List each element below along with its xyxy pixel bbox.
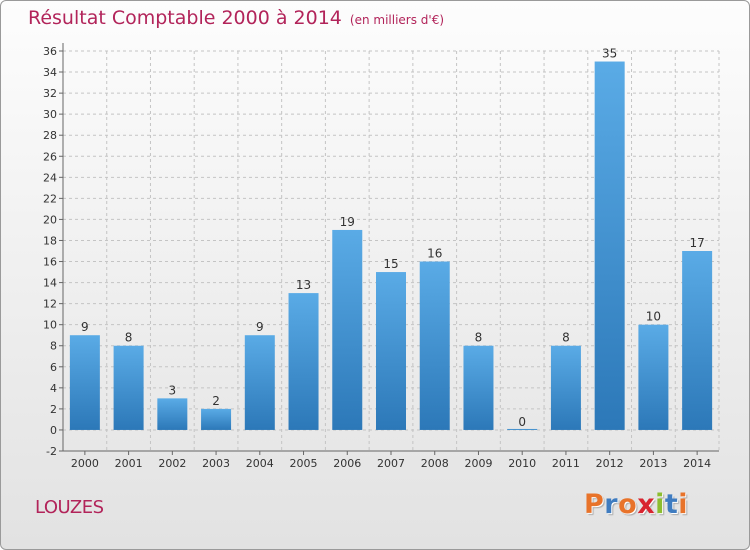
- x-tick-label: 2011: [552, 457, 580, 470]
- x-tick-label: 2009: [464, 457, 492, 470]
- bar-2000: [69, 335, 100, 430]
- data-label: 19: [340, 215, 355, 229]
- y-tick-label: 6: [50, 361, 57, 374]
- y-tick-label: 8: [50, 340, 57, 353]
- data-label: 8: [475, 331, 483, 345]
- y-tick-label: 26: [43, 150, 57, 163]
- y-tick-label: 4: [50, 382, 57, 395]
- x-tick-label: 2004: [246, 457, 274, 470]
- chart-title: Résultat Comptable 2000 à 2014 (en millie…: [28, 7, 444, 29]
- bars: [69, 61, 713, 430]
- y-tick-label: 2: [50, 403, 57, 416]
- data-label: 8: [125, 331, 133, 345]
- y-tick-label: 32: [43, 87, 57, 100]
- data-label: 9: [256, 320, 264, 334]
- bar-2008: [419, 261, 450, 430]
- bar-2005: [288, 293, 319, 430]
- y-tick-label: 16: [43, 256, 57, 269]
- y-tick-label: 22: [43, 192, 57, 205]
- bar-2010: [507, 428, 538, 430]
- y-tick-label: 28: [43, 129, 57, 142]
- y-tick-label: 0: [50, 424, 57, 437]
- x-tick-label: 2014: [683, 457, 711, 470]
- proxiti-logo: Proxiti: [584, 489, 689, 520]
- x-tick-label: 2003: [202, 457, 230, 470]
- x-tick-label: 2006: [333, 457, 361, 470]
- data-label: 10: [646, 310, 661, 324]
- x-tick-label: 2007: [377, 457, 405, 470]
- x-tick-label: 2005: [290, 457, 318, 470]
- labels: 9 8 3 2 9 13 19 15 16 8 0 8 35 10 17: [81, 47, 705, 429]
- x-tick-label: 2000: [71, 457, 99, 470]
- bar-2004: [244, 335, 275, 430]
- data-label: 16: [427, 247, 442, 261]
- title-text: Résultat Comptable 2000 à 2014: [28, 7, 342, 29]
- y-tick-label: 24: [43, 171, 57, 184]
- x-tick-label: 2002: [158, 457, 186, 470]
- bar-2006: [332, 229, 363, 430]
- y-tick-label: 20: [43, 213, 57, 226]
- bar-2014: [682, 251, 713, 430]
- bar-2012: [594, 61, 625, 430]
- y-tick-label: 36: [43, 45, 57, 58]
- x-tick-label: 2010: [508, 457, 536, 470]
- data-label: 3: [169, 383, 177, 397]
- y-tick-label: 14: [43, 277, 57, 290]
- x-tick-label: 2001: [115, 457, 143, 470]
- y-tick-label: 34: [43, 66, 57, 79]
- bar-2011: [550, 345, 581, 430]
- bar-2001: [113, 345, 144, 430]
- y-tick-label: 30: [43, 108, 57, 121]
- subtitle-text: (en milliers d'€): [349, 13, 445, 27]
- data-label: 0: [518, 415, 526, 429]
- data-label: 17: [689, 236, 704, 250]
- bar-2007: [376, 272, 406, 430]
- bar-2009: [463, 345, 494, 430]
- bar-2003: [201, 408, 232, 430]
- y-tick-label: 10: [43, 319, 57, 332]
- x-tick-label: 2008: [421, 457, 449, 470]
- y-tick-label: -2: [46, 445, 57, 458]
- x-tick-label: 2013: [639, 457, 667, 470]
- data-label: 13: [296, 278, 311, 292]
- data-label: 35: [602, 47, 617, 61]
- y-tick-label: 18: [43, 234, 57, 247]
- y-tick-label: 12: [43, 298, 57, 311]
- x-tick-label: 2012: [596, 457, 624, 470]
- data-label: 8: [562, 331, 570, 345]
- data-label: 15: [383, 257, 398, 271]
- bar-2013: [638, 324, 669, 430]
- data-label: 2: [212, 394, 220, 408]
- location-name: LOUZES: [35, 497, 104, 518]
- data-label: 9: [81, 320, 89, 334]
- bar-2002: [157, 398, 188, 430]
